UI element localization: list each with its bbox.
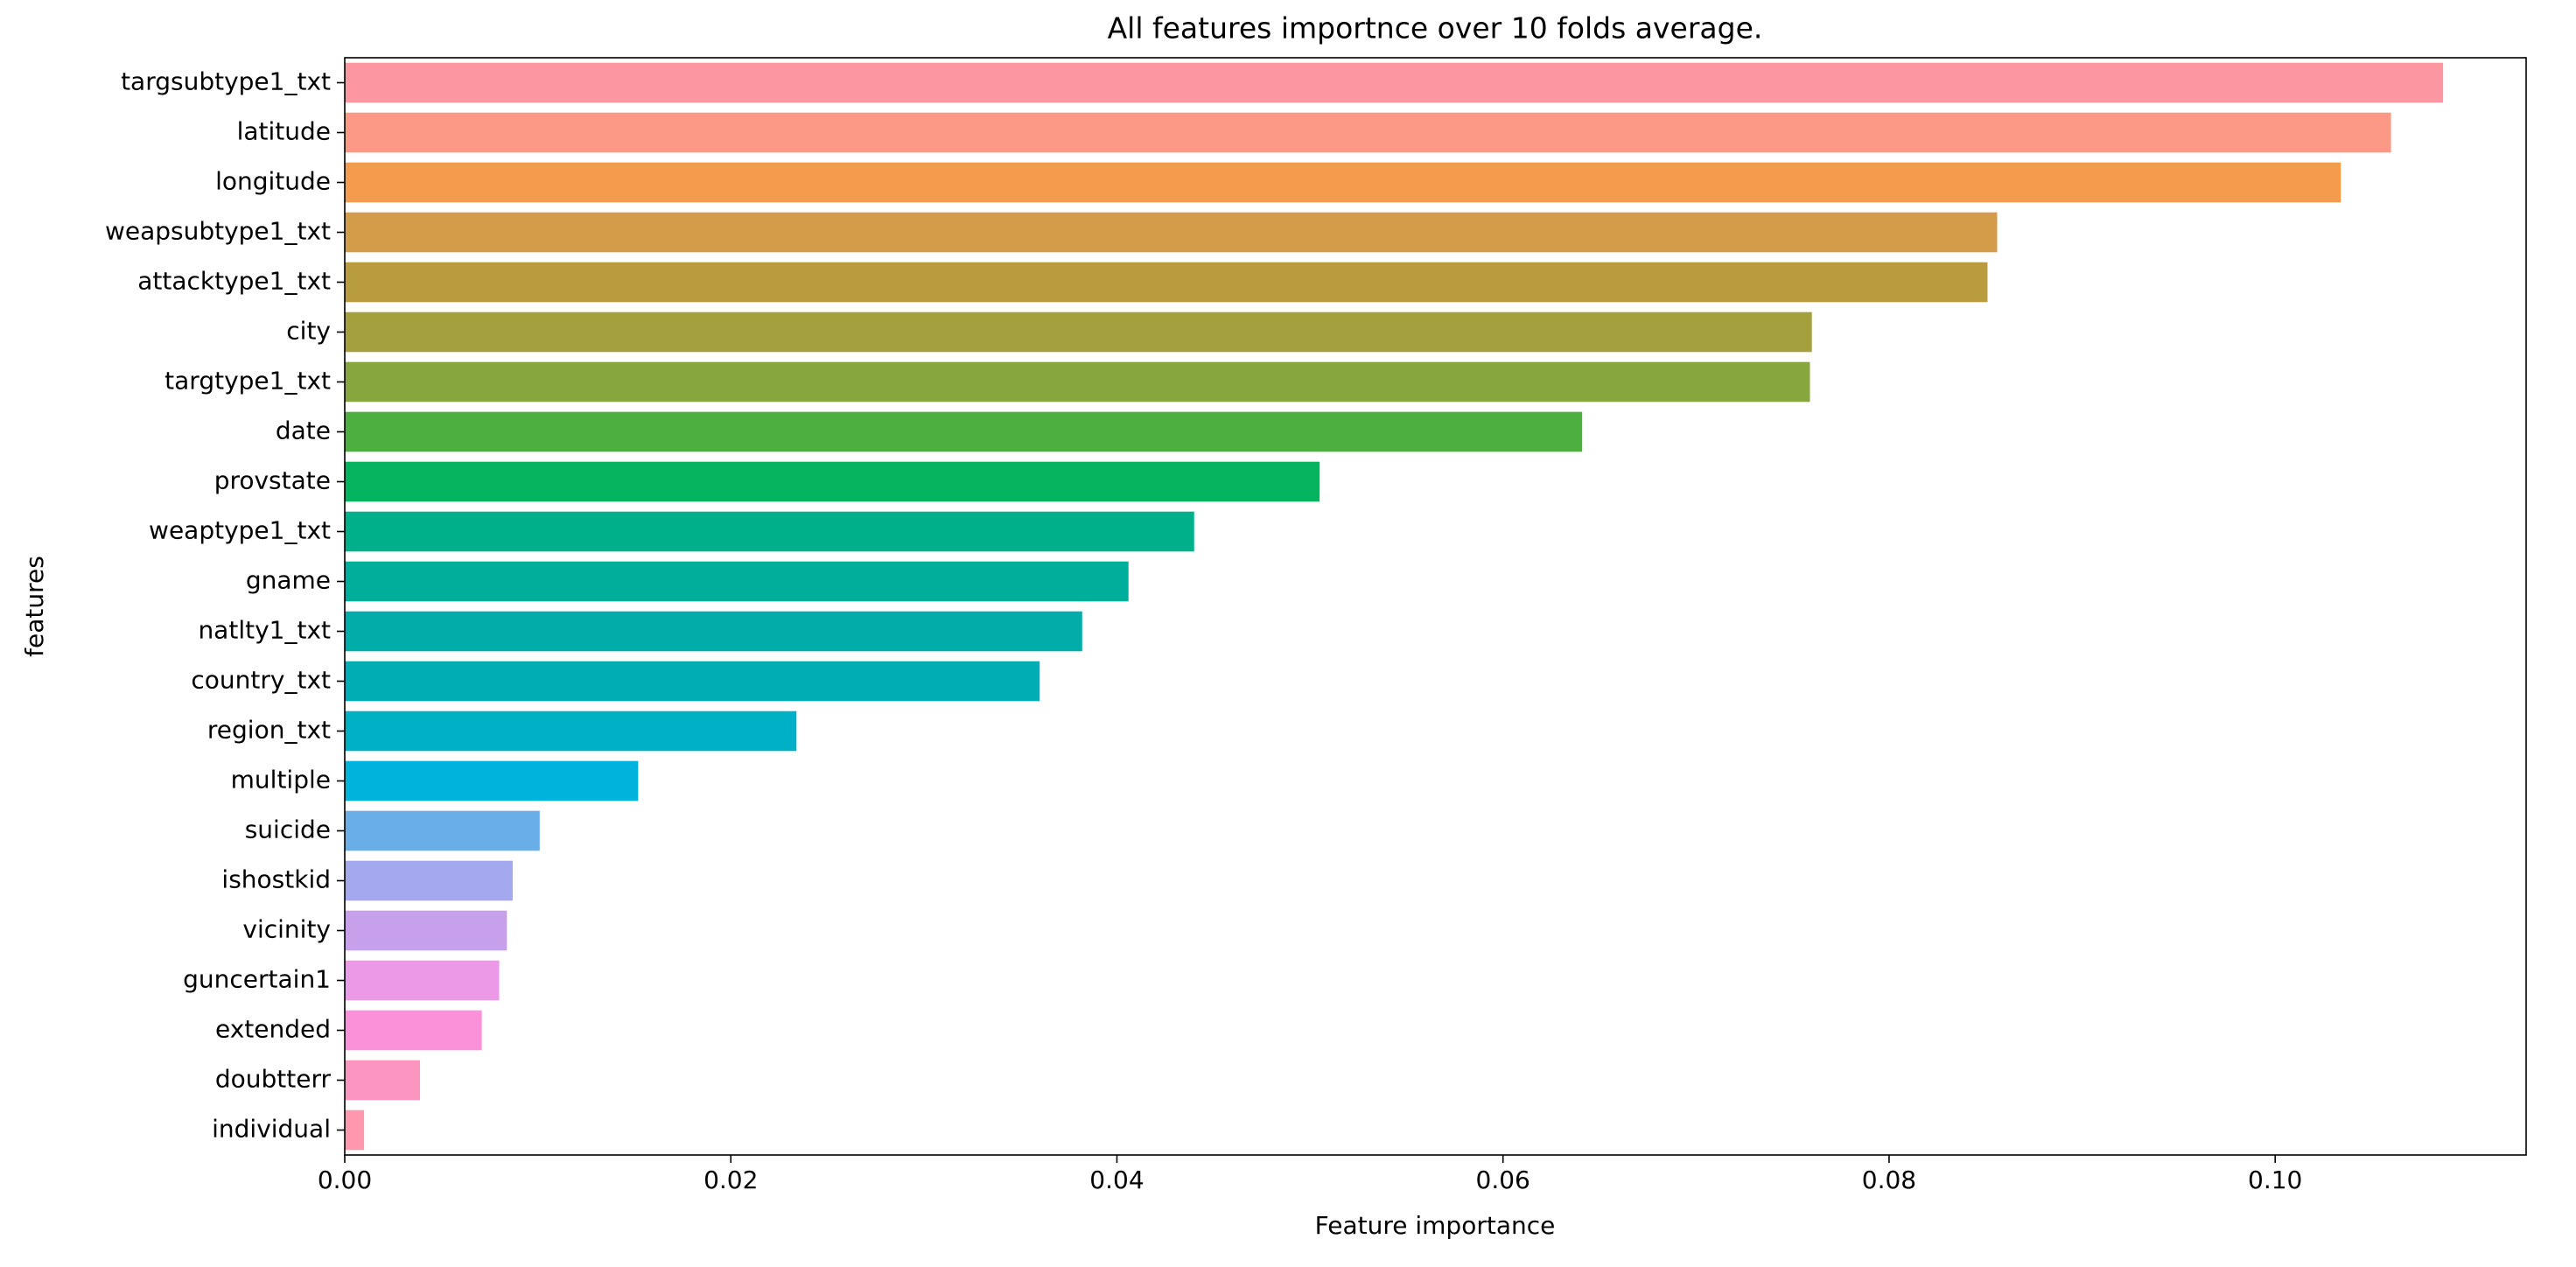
y-tick-label: city — [286, 317, 331, 346]
y-tick-label: weaptype1_txt — [149, 516, 331, 545]
bar — [345, 760, 639, 802]
y-tick-label: ishostkid — [221, 865, 331, 894]
bar — [345, 1060, 421, 1101]
y-tick-label: natlty1_txt — [198, 616, 331, 645]
y-tick-label: country_txt — [191, 666, 331, 695]
y-tick-label: gname — [246, 566, 331, 595]
y-tick-label: attacktype1_txt — [137, 267, 331, 296]
y-tick-label: targtype1_txt — [164, 367, 331, 396]
bar — [345, 411, 1583, 452]
bar — [345, 1110, 365, 1151]
x-tick-label: 0.06 — [1476, 1166, 1530, 1194]
bar — [345, 810, 540, 851]
y-tick-label: suicide — [245, 816, 331, 844]
y-tick-label: individual — [212, 1115, 331, 1144]
y-tick-label: latitude — [237, 117, 331, 146]
y-tick-label: targsubtype1_txt — [121, 67, 331, 96]
bar — [345, 162, 2342, 203]
bar — [345, 1010, 482, 1051]
plot-frame — [344, 57, 2527, 1156]
bar — [345, 561, 1129, 602]
bar — [345, 661, 1040, 702]
y-tick-label: extended — [215, 1015, 331, 1044]
chart-title: All features importnce over 10 folds ave… — [1108, 11, 1763, 46]
y-tick-label: multiple — [231, 766, 331, 794]
bar — [345, 312, 1812, 353]
y-tick-label: vicinity — [242, 915, 331, 944]
y-axis-label: features — [20, 556, 49, 657]
y-tick-label: region_txt — [207, 716, 331, 745]
y-tick-label: guncertain1 — [183, 965, 331, 994]
x-tick-label: 0.10 — [2248, 1166, 2302, 1194]
x-tick-label: 0.00 — [318, 1166, 372, 1194]
x-axis-label: Feature importance — [1315, 1211, 1556, 1240]
x-tick-label: 0.08 — [1862, 1166, 1916, 1194]
bar — [345, 511, 1194, 552]
bar — [345, 112, 2391, 153]
bar — [345, 860, 513, 901]
bar — [345, 960, 500, 1001]
y-tick-label: provstate — [214, 466, 331, 495]
bar — [345, 461, 1320, 502]
bar — [345, 262, 1988, 303]
bar — [345, 611, 1082, 652]
y-tick-label: doubtterr — [215, 1065, 332, 1094]
x-tick-label: 0.04 — [1089, 1166, 1144, 1194]
y-tick-label: date — [276, 416, 331, 445]
bar — [345, 212, 1998, 253]
bar — [345, 710, 797, 752]
bar — [345, 62, 2444, 103]
y-tick-label: weapsubtype1_txt — [105, 217, 331, 246]
x-tick-label: 0.02 — [704, 1166, 758, 1194]
bar — [345, 910, 508, 951]
bar — [345, 361, 1810, 402]
y-tick-label: longitude — [215, 167, 331, 196]
